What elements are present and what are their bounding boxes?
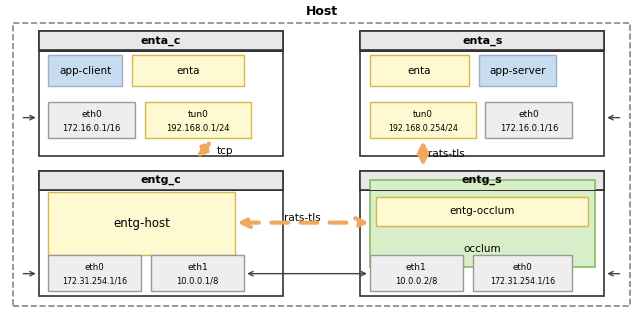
Bar [360,171,604,296]
Bar [479,55,556,86]
Text: 172.31.254.1/16: 172.31.254.1/16 [62,276,127,285]
Text: entg-occlum: entg-occlum [449,206,515,216]
Bar [39,31,283,50]
Text: 10.0.0.1/8: 10.0.0.1/8 [177,276,219,285]
Bar [370,180,595,266]
Text: tcp: tcp [217,146,233,156]
Text: app-server: app-server [489,66,546,76]
Bar [151,255,244,291]
Text: tun0: tun0 [187,111,208,119]
Text: eth1: eth1 [406,263,427,272]
Bar [360,31,604,156]
Bar [39,171,283,190]
Text: eth0: eth0 [512,263,532,272]
Bar [13,23,630,305]
Text: enta: enta [176,66,200,76]
Bar [39,171,283,296]
Bar [370,102,476,138]
Bar [39,31,283,156]
Text: eth1: eth1 [187,263,208,272]
Text: 10.0.0.2/8: 10.0.0.2/8 [395,276,437,285]
Bar [370,55,469,86]
Bar [370,255,463,291]
Bar [376,197,588,226]
Text: entg_s: entg_s [462,176,503,185]
Text: 172.31.254.1/16: 172.31.254.1/16 [490,276,555,285]
Bar [48,192,235,255]
Text: tun0: tun0 [413,111,433,119]
Text: entg-host: entg-host [113,217,170,230]
Bar [485,102,572,138]
Bar [132,55,244,86]
Text: Host: Host [305,5,338,18]
Text: eth0: eth0 [85,263,105,272]
Text: rats-tls: rats-tls [284,213,321,223]
Text: app-client: app-client [59,66,111,76]
Bar [360,190,604,191]
Bar [360,31,604,50]
Bar [39,50,283,52]
Text: enta_c: enta_c [141,36,181,46]
Text: 172.16.0.1/16: 172.16.0.1/16 [500,124,558,133]
Text: rats-tls: rats-tls [428,149,465,159]
Bar [360,50,604,52]
Text: 192.168.0.1/24: 192.168.0.1/24 [166,124,230,133]
Bar [48,102,135,138]
Text: entg_c: entg_c [140,176,181,185]
Bar [473,255,572,291]
Bar [48,55,122,86]
Bar [360,171,604,190]
Text: eth0: eth0 [518,111,539,119]
Text: enta: enta [408,66,431,76]
Bar [39,190,283,191]
Text: occlum: occlum [464,244,501,254]
Bar [48,255,141,291]
Text: 192.168.0.254/24: 192.168.0.254/24 [388,124,458,133]
Text: eth0: eth0 [81,111,102,119]
Text: enta_s: enta_s [462,36,502,46]
Bar [145,102,251,138]
Text: 172.16.0.1/16: 172.16.0.1/16 [62,124,121,133]
